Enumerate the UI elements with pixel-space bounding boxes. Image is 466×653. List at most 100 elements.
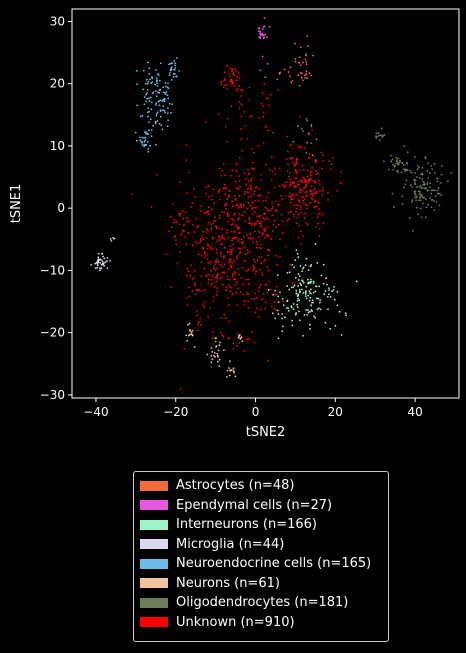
data-point — [302, 281, 305, 284]
data-point — [266, 218, 269, 221]
data-point — [222, 271, 225, 273]
data-point — [262, 217, 265, 219]
data-point — [207, 278, 210, 281]
data-point — [162, 109, 164, 112]
data-point — [249, 222, 252, 225]
data-point — [186, 304, 189, 307]
data-point — [230, 105, 233, 108]
data-point — [243, 110, 246, 113]
data-point — [262, 142, 265, 144]
data-point — [289, 263, 291, 266]
data-point — [288, 172, 291, 174]
data-point — [254, 261, 256, 264]
data-point — [269, 288, 272, 291]
data-point — [136, 104, 139, 107]
data-point — [229, 80, 231, 83]
data-point — [282, 304, 285, 306]
data-point — [220, 253, 223, 256]
data-point — [255, 206, 258, 209]
data-point — [264, 230, 267, 233]
data-point — [309, 174, 312, 177]
data-point — [236, 304, 239, 306]
data-point — [410, 171, 412, 174]
data-point — [100, 263, 103, 266]
data-point — [250, 115, 253, 118]
data-point — [309, 281, 312, 283]
data-point — [147, 107, 150, 109]
series-7 — [131, 64, 342, 390]
data-point — [299, 146, 302, 149]
data-point — [243, 193, 246, 195]
data-point — [411, 199, 414, 202]
data-point — [191, 290, 194, 292]
data-point — [307, 278, 309, 281]
data-point — [286, 150, 289, 153]
data-point — [210, 355, 213, 357]
data-point — [206, 211, 209, 214]
data-point — [308, 72, 311, 75]
series-5 — [185, 322, 244, 378]
data-point — [246, 278, 248, 281]
data-point — [434, 195, 437, 197]
data-point — [226, 117, 229, 120]
data-point — [226, 213, 229, 216]
data-point — [250, 147, 253, 150]
data-point — [422, 202, 424, 205]
data-point — [167, 119, 170, 122]
data-point — [309, 327, 311, 330]
data-point — [99, 269, 101, 272]
data-point — [235, 170, 238, 173]
data-point — [141, 136, 144, 139]
data-point — [299, 169, 301, 172]
data-point — [401, 203, 404, 206]
data-point — [179, 387, 182, 390]
data-point — [383, 160, 385, 163]
data-point — [260, 221, 262, 223]
data-point — [289, 178, 292, 181]
data-point — [149, 118, 152, 121]
data-point — [294, 164, 296, 167]
data-point — [252, 264, 255, 267]
data-point — [239, 128, 242, 130]
data-point — [315, 161, 317, 163]
data-point — [186, 297, 189, 299]
data-point — [440, 173, 443, 176]
data-point — [404, 170, 407, 173]
data-point — [218, 358, 221, 361]
data-point — [194, 240, 197, 243]
data-point — [319, 189, 321, 192]
data-point — [147, 115, 150, 118]
data-point — [375, 132, 378, 135]
data-point — [305, 257, 308, 260]
data-point — [172, 203, 174, 205]
data-point — [147, 61, 150, 64]
data-point — [257, 30, 260, 32]
data-point — [418, 199, 420, 202]
y-tick-label: −30 — [40, 388, 65, 402]
data-point — [112, 237, 114, 239]
data-point — [302, 130, 304, 133]
data-point — [90, 264, 92, 266]
data-point — [151, 77, 154, 80]
data-point — [295, 289, 298, 292]
data-point — [238, 77, 241, 79]
data-point — [290, 286, 293, 289]
data-point — [319, 212, 321, 215]
data-point — [162, 98, 165, 101]
data-point — [418, 177, 421, 180]
data-point — [227, 215, 230, 218]
data-point — [292, 303, 295, 305]
data-point — [417, 213, 419, 215]
data-point — [199, 205, 202, 208]
data-point — [270, 156, 273, 159]
data-point — [310, 142, 313, 145]
data-point — [215, 294, 218, 297]
data-point — [264, 126, 267, 129]
data-point — [436, 189, 439, 192]
data-point — [221, 334, 224, 337]
data-point — [101, 260, 104, 262]
data-point — [344, 312, 347, 314]
data-point — [146, 92, 148, 94]
data-point — [271, 201, 273, 204]
data-point — [218, 239, 221, 242]
